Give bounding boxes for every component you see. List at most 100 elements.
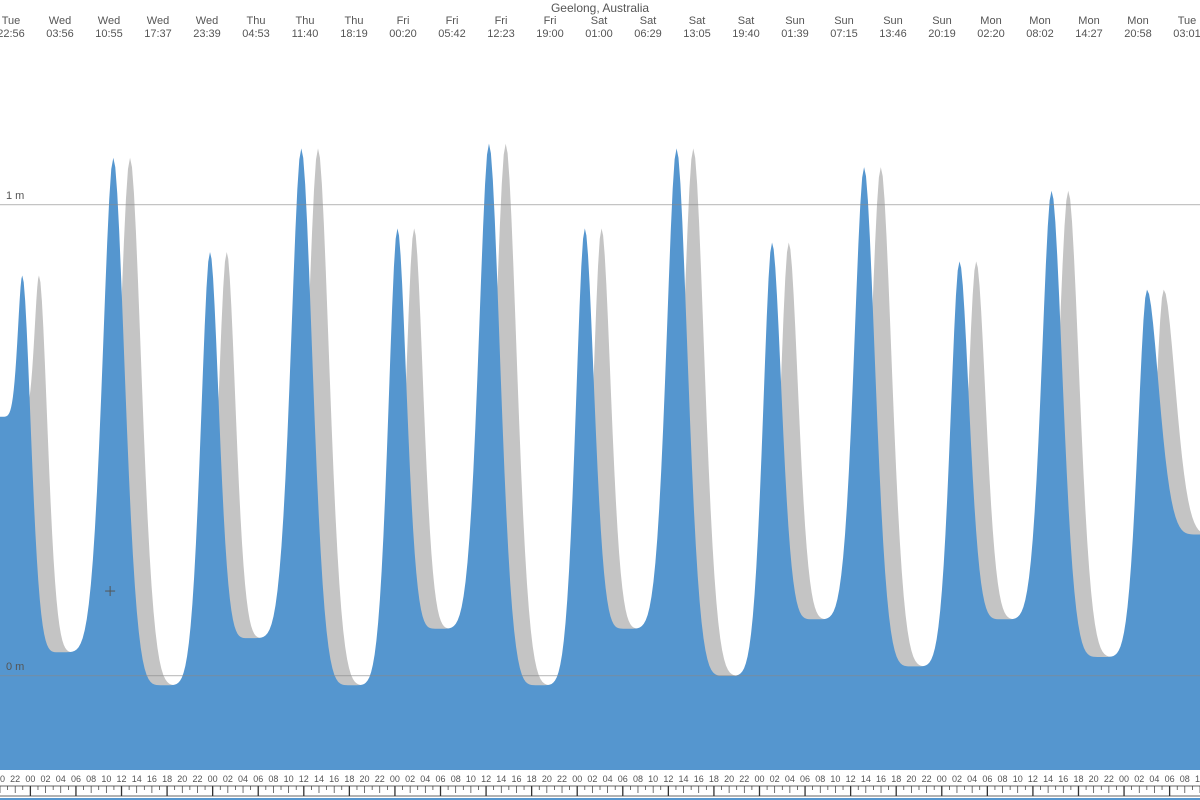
tide-time-hour: 04:53 — [242, 28, 270, 40]
hour-label: 22 — [1104, 774, 1114, 784]
tide-time-hour: 12:23 — [487, 28, 515, 40]
hour-label: 20 — [0, 774, 5, 784]
hour-label: 00 — [1119, 774, 1129, 784]
hour-label: 04 — [603, 774, 613, 784]
hour-label: 06 — [618, 774, 628, 784]
chart-svg: 0 m1 mGeelong, AustraliaTue22:56Wed03:56… — [0, 0, 1200, 800]
tide-time-day: Wed — [196, 15, 218, 27]
tide-time-day: Fri — [544, 15, 557, 27]
hour-label: 14 — [496, 774, 506, 784]
tide-time-hour: 01:00 — [585, 28, 613, 40]
hour-label: 06 — [800, 774, 810, 784]
hour-label: 20 — [542, 774, 552, 784]
hour-label: 00 — [572, 774, 582, 784]
tide-time-hour: 20:58 — [1124, 28, 1152, 40]
hour-label: 08 — [633, 774, 643, 784]
hour-label: 02 — [1134, 774, 1144, 784]
hour-label: 08 — [998, 774, 1008, 784]
tide-time-hour: 13:46 — [879, 28, 907, 40]
hour-label: 22 — [375, 774, 385, 784]
hour-label: 00 — [937, 774, 947, 784]
hour-label: 04 — [420, 774, 430, 784]
tide-time-day: Mon — [980, 15, 1001, 27]
hour-label: 18 — [344, 774, 354, 784]
hour-label: 10 — [101, 774, 111, 784]
hour-label: 10 — [284, 774, 294, 784]
hour-label: 12 — [663, 774, 673, 784]
hour-label: 10 — [830, 774, 840, 784]
tide-time-day: Sun — [785, 15, 805, 27]
hour-label: 12 — [299, 774, 309, 784]
tide-time-hour: 06:29 — [634, 28, 662, 40]
hour-label: 00 — [754, 774, 764, 784]
hour-label: 16 — [329, 774, 339, 784]
tide-time-day: Wed — [98, 15, 120, 27]
tide-time-day: Thu — [296, 15, 315, 27]
hour-label: 20 — [724, 774, 734, 784]
hour-label: 00 — [25, 774, 35, 784]
hour-label: 04 — [967, 774, 977, 784]
tide-time-hour: 03:56 — [46, 28, 74, 40]
tide-time-day: Thu — [247, 15, 266, 27]
hour-label: 12 — [1028, 774, 1038, 784]
tide-time-hour: 11:40 — [292, 28, 319, 40]
tide-chart: 0 m1 mGeelong, AustraliaTue22:56Wed03:56… — [0, 0, 1200, 800]
chart-title: Geelong, Australia — [551, 1, 649, 15]
hour-label: 00 — [390, 774, 400, 784]
hour-label: 04 — [785, 774, 795, 784]
hour-label: 10 — [1195, 774, 1200, 784]
hour-label: 22 — [10, 774, 20, 784]
tide-time-hour: 18:19 — [340, 28, 368, 40]
tide-time-hour: 01:39 — [781, 28, 809, 40]
tide-time-hour: 19:00 — [536, 28, 564, 40]
hour-label: 02 — [952, 774, 962, 784]
hour-label: 06 — [253, 774, 263, 784]
tide-time-day: Wed — [147, 15, 169, 27]
hour-label: 08 — [1180, 774, 1190, 784]
tide-time-day: Wed — [49, 15, 71, 27]
hour-label: 02 — [770, 774, 780, 784]
tide-time-hour: 19:40 — [732, 28, 760, 40]
hour-label: 08 — [268, 774, 278, 784]
hour-label: 02 — [405, 774, 415, 784]
hour-label: 22 — [739, 774, 749, 784]
hour-label: 18 — [527, 774, 537, 784]
hour-label: 10 — [1013, 774, 1023, 784]
tide-time-hour: 05:42 — [438, 28, 466, 40]
tide-time-day: Sun — [883, 15, 903, 27]
hour-label: 02 — [41, 774, 51, 784]
tide-time-day: Tue — [1178, 15, 1197, 27]
hour-label: 14 — [132, 774, 142, 784]
tide-time-day: Thu — [345, 15, 364, 27]
hour-label: 04 — [56, 774, 66, 784]
hour-label: 20 — [1089, 774, 1099, 784]
tide-time-day: Fri — [397, 15, 410, 27]
hour-label: 06 — [435, 774, 445, 784]
hour-label: 20 — [906, 774, 916, 784]
hour-label: 22 — [922, 774, 932, 784]
tide-time-day: Sun — [834, 15, 854, 27]
hour-label: 16 — [694, 774, 704, 784]
y-axis-label: 0 m — [6, 661, 24, 673]
tide-time-day: Fri — [495, 15, 508, 27]
tide-time-day: Sat — [591, 15, 608, 27]
tide-time-day: Mon — [1127, 15, 1148, 27]
tide-time-hour: 20:19 — [928, 28, 956, 40]
hour-label: 18 — [1073, 774, 1083, 784]
tide-time-hour: 13:05 — [683, 28, 711, 40]
tide-time-day: Fri — [446, 15, 459, 27]
hour-label: 14 — [1043, 774, 1053, 784]
tide-time-hour: 08:02 — [1026, 28, 1054, 40]
hour-label: 14 — [314, 774, 324, 784]
hour-label: 16 — [147, 774, 157, 784]
tide-time-hour: 00:20 — [389, 28, 417, 40]
tide-time-hour: 22:56 — [0, 28, 25, 40]
hour-label: 08 — [86, 774, 96, 784]
hour-label: 04 — [238, 774, 248, 784]
hour-label: 18 — [891, 774, 901, 784]
hour-label: 06 — [1165, 774, 1175, 784]
tide-time-hour: 03:01 — [1173, 28, 1200, 40]
hour-label: 16 — [1058, 774, 1068, 784]
tide-time-day: Mon — [1078, 15, 1099, 27]
hour-label: 02 — [587, 774, 597, 784]
